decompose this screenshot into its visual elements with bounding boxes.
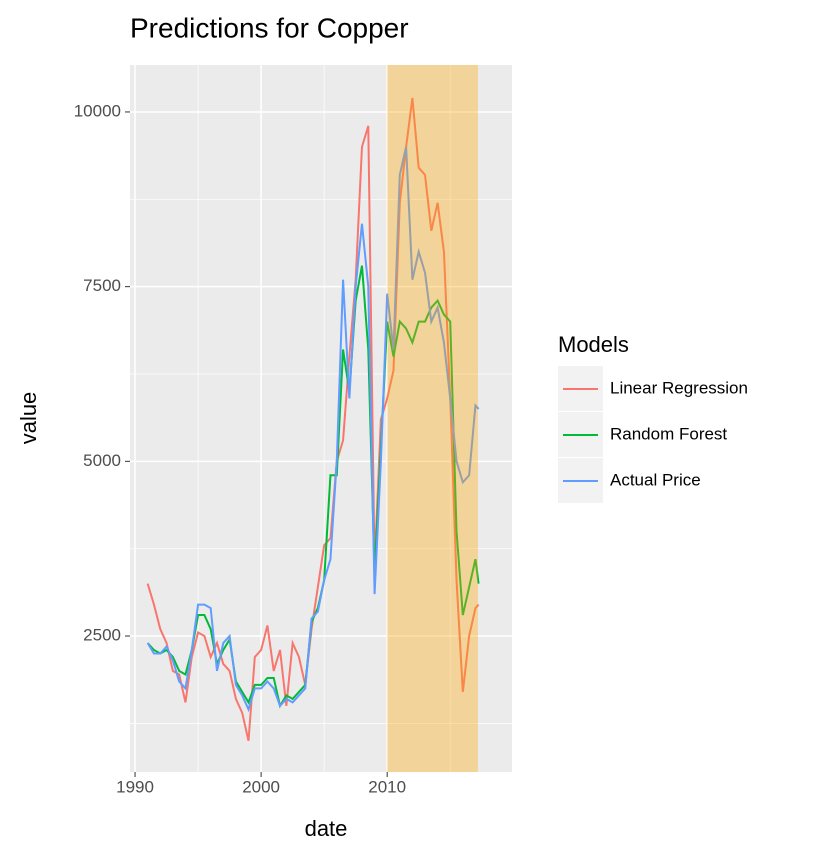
y-tick-label: 2500 <box>83 626 121 645</box>
y-tick-label: 7500 <box>83 276 121 295</box>
legend-label: Linear Regression <box>610 378 748 397</box>
panel <box>130 65 512 772</box>
y-tick-label: 10000 <box>74 101 121 120</box>
series-line <box>146 97 480 742</box>
y-tick-label: 5000 <box>83 451 121 470</box>
y-axis-label: value <box>16 392 41 445</box>
x-tick-label: 2000 <box>242 777 280 796</box>
legend-label: Actual Price <box>610 470 701 489</box>
chart-title: Predictions for Copper <box>130 12 409 43</box>
highlight-region <box>387 65 478 772</box>
legend-title: Models <box>558 332 629 357</box>
x-axis-label: date <box>305 816 348 841</box>
x-tick-label: 2010 <box>368 777 406 796</box>
legend-label: Random Forest <box>610 424 727 443</box>
series-line <box>146 146 480 713</box>
x-tick-label: 1990 <box>116 777 154 796</box>
